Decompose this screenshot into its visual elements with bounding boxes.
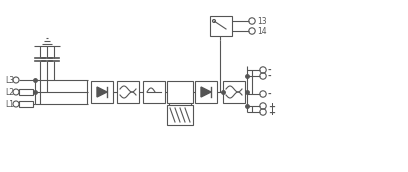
Bar (143, 81, 165, 103)
Text: 13: 13 (257, 17, 266, 25)
Bar (19, 89, 33, 95)
Bar (167, 105, 193, 125)
Bar (117, 81, 139, 103)
Bar (223, 81, 245, 103)
Text: L3: L3 (5, 76, 14, 84)
Text: -: - (268, 89, 272, 99)
Text: L2: L2 (5, 88, 14, 96)
Text: 14: 14 (257, 26, 266, 35)
Text: -: - (268, 66, 272, 74)
Bar (167, 81, 193, 103)
Bar (195, 81, 217, 103)
Text: +: + (268, 101, 275, 110)
Polygon shape (201, 87, 211, 97)
Bar (19, 101, 33, 107)
Bar (91, 81, 113, 103)
Polygon shape (97, 87, 107, 97)
Text: -: - (268, 72, 272, 80)
Text: L1: L1 (5, 99, 14, 109)
Bar (210, 16, 232, 36)
Text: +: + (268, 108, 275, 116)
